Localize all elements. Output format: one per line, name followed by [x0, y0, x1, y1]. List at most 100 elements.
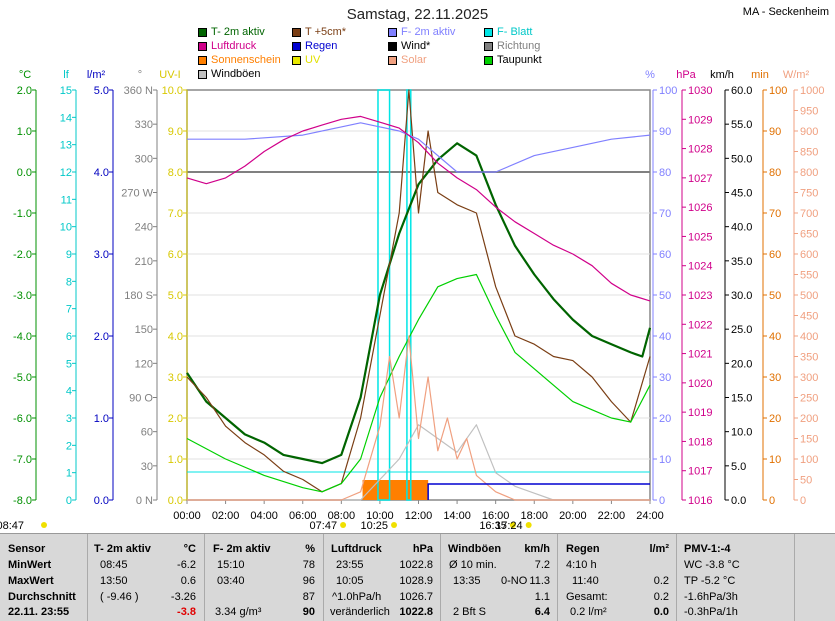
- axis-unit-dir: °: [138, 69, 142, 81]
- x-tick-label: 14:00: [443, 510, 471, 522]
- stats-value: 7.2: [534, 559, 550, 571]
- stats-header: F- 2m aktiv: [213, 543, 271, 555]
- legend-swatch: [388, 55, 397, 65]
- axis-tick-label-leaf: 6: [66, 331, 72, 343]
- axis-tick-label-hum: 80: [659, 167, 671, 179]
- sun-marker-icon: [509, 522, 516, 528]
- x-tick-label: 10:00: [366, 510, 394, 522]
- axis-tick-label-solar: 750: [800, 188, 818, 200]
- axis-tick-label-solar: 600: [800, 249, 818, 261]
- axis-tick-label-solar: 50: [800, 475, 812, 487]
- axis-tick-label-uv: 6.0: [168, 249, 183, 261]
- axis-tick-label-solar: 250: [800, 393, 818, 405]
- legend-label: Sonnenschein: [211, 54, 281, 66]
- axis-tick-label-sunmin: 10: [769, 454, 781, 466]
- legend-label: T- 2m aktiv: [211, 26, 265, 38]
- x-tick-label: 04:00: [250, 510, 278, 522]
- axis-tick-label-sunmin: 20: [769, 413, 781, 425]
- axis-tick-label-sunmin: 70: [769, 208, 781, 220]
- axis-tick-label-temp: -2.0: [13, 249, 32, 261]
- legend-label: Taupunkt: [497, 54, 542, 66]
- axis-tick-label-leaf: 15: [60, 85, 72, 97]
- axis-tick-label-sunmin: 0: [769, 495, 775, 507]
- legend-item: Luftdruck: [198, 40, 256, 52]
- axis-tick-label-dir: 210: [135, 256, 153, 268]
- stats-header: T- 2m aktiv: [94, 543, 151, 555]
- legend-swatch: [198, 41, 207, 51]
- axis-tick-label-leaf: 8: [66, 276, 72, 288]
- stats-note: ^1.0hPa/h: [332, 591, 382, 603]
- stats-note: TP -5.2 °C: [684, 575, 736, 587]
- legend-label: Luftdruck: [211, 40, 257, 52]
- axis-tick-label-rain: 2.0: [94, 331, 109, 343]
- axis-tick-label-sunmin: 100: [769, 85, 787, 97]
- stats-row-label: MaxWert: [8, 575, 54, 587]
- stats-value: 87: [302, 591, 315, 603]
- stats-note: veränderlich: [330, 606, 390, 618]
- axis-tick-label-dir: 360 N: [124, 85, 153, 97]
- axis-tick-label-solar: 700: [800, 208, 818, 220]
- axis-tick-label-hum: 0: [659, 495, 665, 507]
- axis-tick-label-press: 1023: [688, 290, 712, 302]
- legend-swatch: [484, 41, 493, 51]
- stats-col-sensor: Sensor MinWert MaxWert Durchschnitt 22.1…: [0, 534, 88, 621]
- stats-time: 10:05: [336, 575, 364, 587]
- stats-note: 0.2 l/m²: [570, 606, 607, 618]
- legend-swatch: [198, 55, 207, 65]
- axis-tick-label-dir: 300: [135, 153, 153, 165]
- stats-time: 08:45: [100, 559, 128, 571]
- sun-marker-icon: [525, 522, 532, 528]
- axis-tick-label-sunmin: 30: [769, 372, 781, 384]
- axis-tick-label-hum: 20: [659, 413, 671, 425]
- stats-note: -0.3hPa/1h: [684, 606, 738, 618]
- stats-header: Regen: [566, 543, 600, 555]
- axis-tick-label-dir: 30: [141, 461, 153, 473]
- legend-label: Wind*: [401, 40, 431, 52]
- axis-tick-label-leaf: 12: [60, 167, 72, 179]
- x-tick-label: 18:00: [520, 510, 548, 522]
- axis-tick-label-wind: 40.0: [731, 222, 752, 234]
- stats-row-label: Durchschnitt: [8, 591, 76, 603]
- axis-tick-label-dir: 240: [135, 222, 153, 234]
- axis-unit-leaf: lf: [63, 69, 69, 81]
- legend-label: Windböen: [211, 68, 261, 80]
- stats-value: 0.2: [653, 575, 669, 587]
- stats-value: 78: [302, 559, 315, 571]
- legend-item: F- Blatt: [484, 26, 532, 38]
- axis-tick-label-press: 1025: [688, 231, 712, 243]
- x-tick-label: 16:00: [482, 510, 510, 522]
- stats-col-boeen: Windböen km/h Ø 10 min. 7.2 13:35 0-NO 1…: [441, 534, 558, 621]
- stats-value: -6.2: [177, 559, 196, 571]
- axis-tick-label-hum: 40: [659, 331, 671, 343]
- stats-note: Ø 10 min.: [449, 559, 497, 571]
- axis-unit-solar: W/m²: [783, 69, 810, 81]
- axis-tick-label-leaf: 10: [60, 222, 72, 234]
- stats-value: 1022.8: [399, 559, 433, 571]
- axis-tick-label-leaf: 2: [66, 440, 72, 452]
- series-line-t-5cm-: [186, 89, 651, 493]
- series-line-taupunkt: [186, 273, 651, 493]
- axis-tick-label-solar: 1000: [800, 85, 824, 97]
- station-name: MA - Seckenheim: [742, 6, 829, 18]
- stats-value: 0.2: [653, 591, 669, 603]
- axis-tick-label-wind: 35.0: [731, 256, 752, 268]
- stats-note: 2 Bft S: [453, 606, 487, 618]
- stats-time: 11:40: [572, 575, 599, 587]
- stats-time: 13:35: [453, 575, 481, 587]
- stats-note: ( -9.46 ): [100, 591, 139, 603]
- series-line-luftdruck: [186, 115, 651, 302]
- axis-tick-label-dir: 180 S: [124, 290, 153, 302]
- stats-note: 3.34 g/m³: [215, 606, 262, 618]
- axis-tick-label-solar: 450: [800, 311, 818, 323]
- axis-tick-label-uv: 8.0: [168, 167, 183, 179]
- axis-tick-label-leaf: 5: [66, 358, 72, 370]
- sun-marker-label: 07:47: [310, 520, 338, 532]
- legend-label: T +5cm*: [305, 26, 347, 38]
- legend-swatch: [484, 55, 493, 65]
- axis-tick-label-solar: 350: [800, 352, 818, 364]
- axis-tick-label-wind: 55.0: [731, 119, 752, 131]
- stats-col-t2m: T- 2m aktiv °C 08:45 -6.2 13:50 0.6 ( -9…: [88, 534, 205, 621]
- axis-tick-label-leaf: 4: [66, 386, 72, 398]
- axis-tick-label-sunmin: 90: [769, 126, 781, 138]
- axis-tick-label-press: 1029: [688, 114, 712, 126]
